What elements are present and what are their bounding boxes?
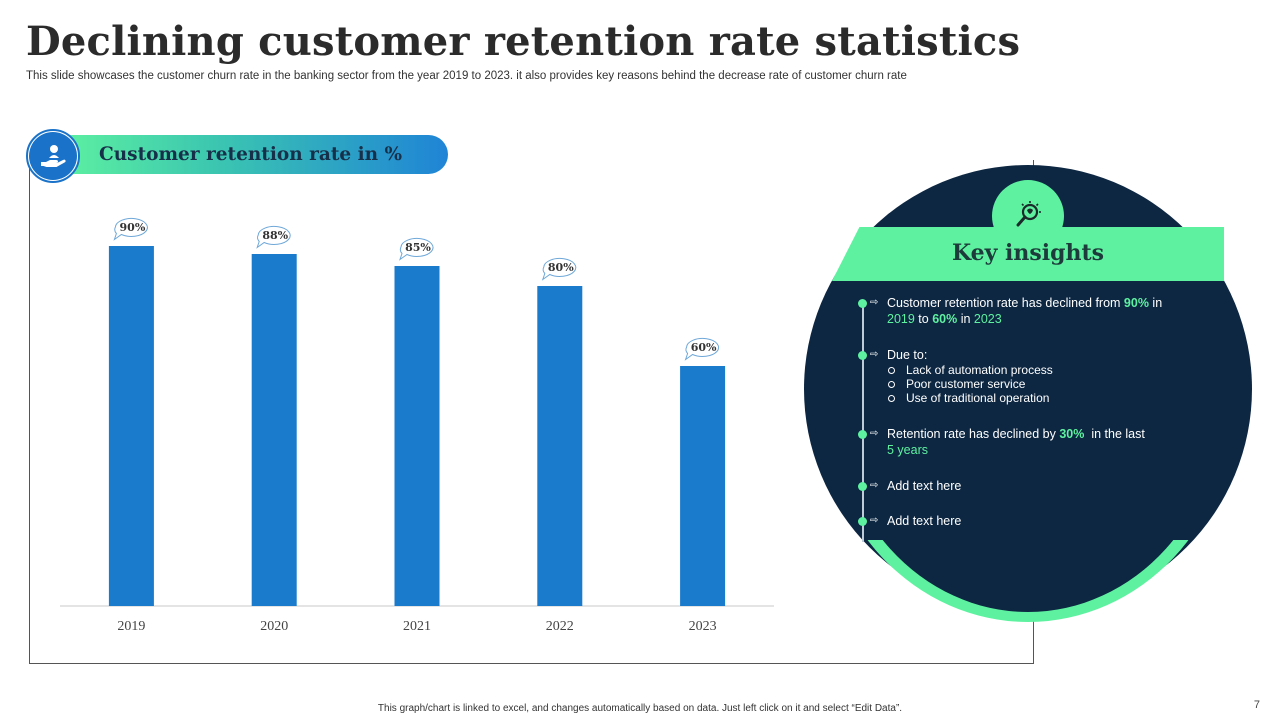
data-label-bubble [399,237,434,261]
insight-sub-item: Use of traditional operation [887,391,1053,405]
footer-note: This graph/chart is linked to excel, and… [377,703,903,714]
data-label-bubble [541,257,577,281]
bar-2020 [251,254,297,606]
data-label-bubble [256,225,291,249]
insight-highlight: 30% [1059,427,1085,441]
bar-2021 [394,266,440,606]
insight-text: Customer retention rate has declined fro… [887,296,1124,310]
lightbulb-magnifier-icon [992,180,1064,252]
data-label-bubble [113,217,148,241]
x-tick-label: 2023 [689,619,717,634]
x-tick-label: 2019 [117,619,145,634]
chart-header-icon-ring [26,129,80,183]
insight-highlight: 5 years [887,443,928,457]
timeline-dot [858,430,867,439]
insights-timeline [862,302,864,542]
insights-bottom-arc [822,540,1234,622]
chart-header-pill [55,135,448,174]
hand-with-person-icon [29,132,77,180]
timeline-dot [858,299,867,308]
arrow-right-icon: ⇨ [870,480,879,491]
insight-highlight: 60% [932,312,958,326]
insight-text: to [914,312,933,326]
insight-text: Add text here [887,479,962,493]
insight-text: in [957,312,974,326]
data-label: 60% [691,341,717,354]
insights-title: Key insights [951,240,1105,266]
data-label: 85% [405,241,431,254]
bar-2023 [680,366,726,606]
arrow-right-icon: ⇨ [870,428,879,439]
insight-sub-item: Lack of automation process [887,363,1053,377]
insight-text: Retention rate has declined by [887,427,1060,441]
insight-text: Due to: [887,348,928,362]
chart-header-title: Customer retention rate in % [99,144,403,165]
insight-text: in [1148,296,1163,310]
page-number: 7 [1253,699,1260,711]
x-tick-label: 2021 [403,619,431,634]
x-tick-label: 2020 [260,619,288,634]
arrow-right-icon: ⇨ [870,349,879,360]
timeline-dot [858,482,867,491]
data-label: 90% [120,221,146,234]
data-label-bubble [684,337,720,361]
data-label: 80% [548,261,574,274]
arrow-right-icon: ⇨ [870,297,879,308]
insight-highlight: 2023 [973,312,1002,326]
arrow-right-icon: ⇨ [870,515,879,526]
page-subtitle: This slide showcases the customer churn … [26,70,907,82]
insight-highlight: 90% [1123,296,1149,310]
data-label: 88% [262,229,288,242]
insight-text: Add text here [887,514,962,528]
bar-2022 [537,286,583,606]
insight-text: in the last [1084,427,1145,441]
insight-sub-item: Poor customer service [887,377,1053,391]
page-title: Declining customer retention rate statis… [26,18,1021,65]
timeline-dot [858,351,867,360]
insight-highlight: 2019 [887,312,915,326]
insight-sub-list: Lack of automation process Poor customer… [887,363,1053,405]
x-tick-label: 2022 [546,619,574,634]
timeline-dot [858,517,867,526]
bar-2019 [108,246,154,606]
